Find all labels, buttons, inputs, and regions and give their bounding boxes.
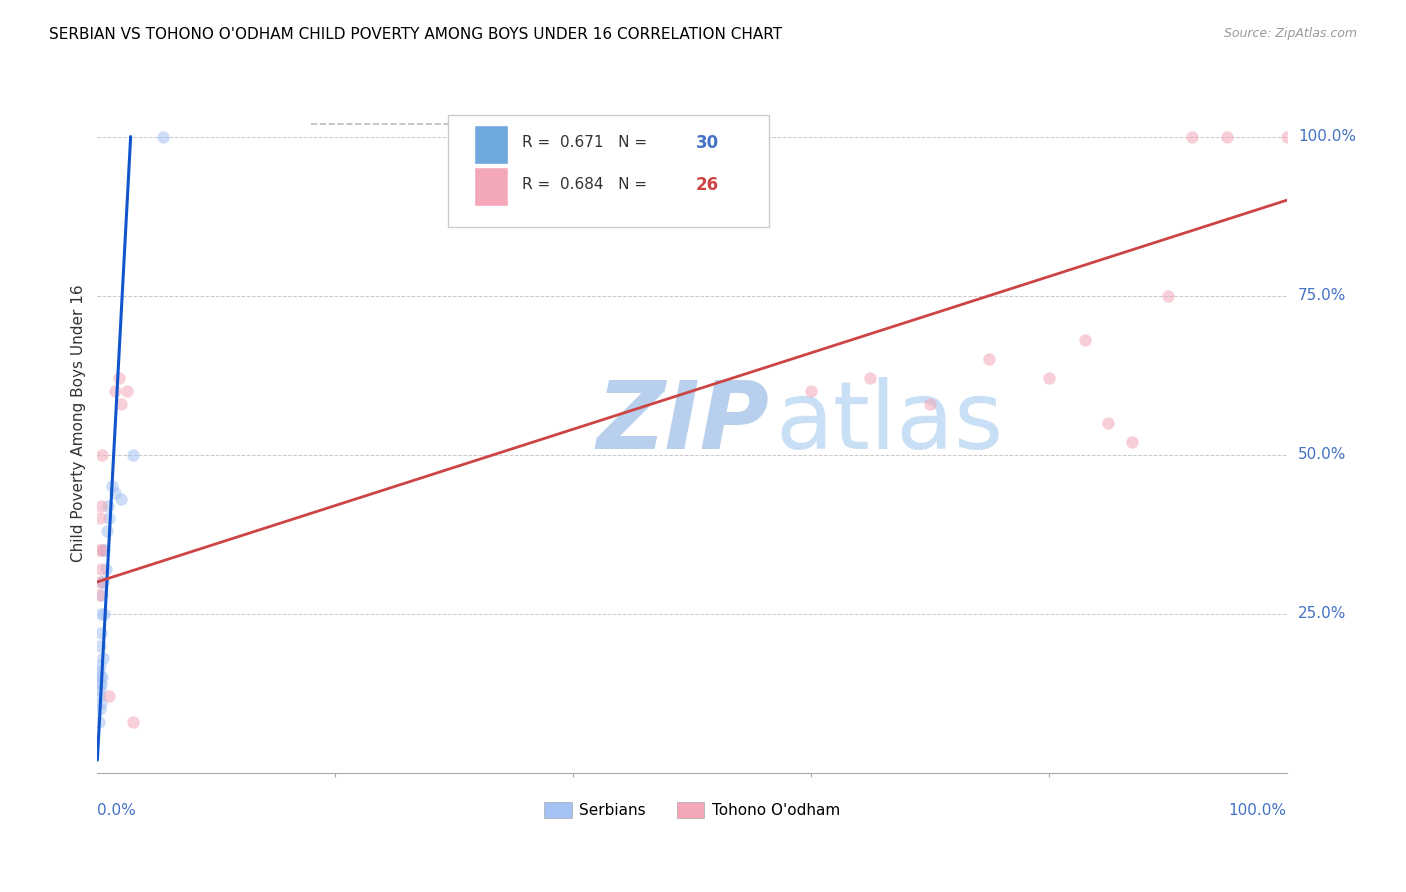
Point xyxy=(1073,333,1095,347)
Text: 30: 30 xyxy=(696,134,718,152)
Text: 100.0%: 100.0% xyxy=(1229,804,1286,818)
Point xyxy=(1097,416,1119,430)
Point xyxy=(94,562,117,576)
Point xyxy=(91,670,114,684)
Point xyxy=(122,714,145,729)
Point xyxy=(98,511,121,525)
Text: R =  0.684   N =: R = 0.684 N = xyxy=(522,178,652,193)
Point xyxy=(90,625,112,640)
Text: 75.0%: 75.0% xyxy=(1298,288,1346,303)
Point xyxy=(91,543,114,558)
Text: 0.0%: 0.0% xyxy=(97,804,136,818)
Point xyxy=(104,384,127,398)
Text: 25.0%: 25.0% xyxy=(1298,607,1346,621)
Point xyxy=(1181,129,1204,144)
Point xyxy=(89,683,111,698)
Point xyxy=(87,543,110,558)
Point xyxy=(89,511,111,525)
Point xyxy=(87,664,110,678)
Text: 50.0%: 50.0% xyxy=(1298,447,1346,462)
FancyBboxPatch shape xyxy=(449,115,769,227)
Point xyxy=(87,690,110,704)
Point xyxy=(89,657,111,672)
Point xyxy=(100,479,122,493)
Point xyxy=(89,574,111,589)
Point xyxy=(87,714,110,729)
Point xyxy=(91,651,114,665)
Point xyxy=(91,574,114,589)
Point xyxy=(90,607,112,621)
Point xyxy=(91,588,114,602)
Point xyxy=(89,670,111,684)
Point xyxy=(1038,371,1060,385)
Point xyxy=(104,486,127,500)
Point xyxy=(90,562,112,576)
Text: 26: 26 xyxy=(696,176,718,194)
Bar xyxy=(474,126,508,164)
Point xyxy=(93,607,115,621)
Point xyxy=(1121,434,1143,449)
Point xyxy=(89,639,111,653)
Point xyxy=(90,499,112,513)
Bar xyxy=(474,168,508,206)
Point xyxy=(91,574,114,589)
Point xyxy=(90,676,112,690)
Point xyxy=(1216,129,1239,144)
Text: ZIP: ZIP xyxy=(598,376,769,469)
Point xyxy=(1275,129,1298,144)
Text: Source: ZipAtlas.com: Source: ZipAtlas.com xyxy=(1223,27,1357,40)
Point xyxy=(152,129,174,144)
Point xyxy=(89,702,111,716)
Point xyxy=(107,371,129,385)
Point xyxy=(98,690,121,704)
Text: atlas: atlas xyxy=(775,376,1004,469)
Point xyxy=(800,384,823,398)
Point xyxy=(110,492,132,507)
Point xyxy=(1157,288,1180,302)
Legend: Serbians, Tohono O'odham: Serbians, Tohono O'odham xyxy=(538,797,846,824)
Point xyxy=(918,397,941,411)
Point xyxy=(859,371,882,385)
Point xyxy=(97,499,120,513)
Point xyxy=(90,696,112,710)
Point xyxy=(979,352,1001,367)
Point xyxy=(91,448,114,462)
Point xyxy=(91,543,114,558)
Point xyxy=(87,588,110,602)
Text: R =  0.671   N =: R = 0.671 N = xyxy=(522,136,652,151)
Point xyxy=(115,384,138,398)
Text: SERBIAN VS TOHONO O'ODHAM CHILD POVERTY AMONG BOYS UNDER 16 CORRELATION CHART: SERBIAN VS TOHONO O'ODHAM CHILD POVERTY … xyxy=(49,27,782,42)
Point xyxy=(110,397,132,411)
Text: 100.0%: 100.0% xyxy=(1298,129,1355,145)
Point xyxy=(96,524,118,538)
Y-axis label: Child Poverty Among Boys Under 16: Child Poverty Among Boys Under 16 xyxy=(72,284,86,562)
Point xyxy=(122,448,145,462)
Point xyxy=(93,543,115,558)
Point xyxy=(87,676,110,690)
